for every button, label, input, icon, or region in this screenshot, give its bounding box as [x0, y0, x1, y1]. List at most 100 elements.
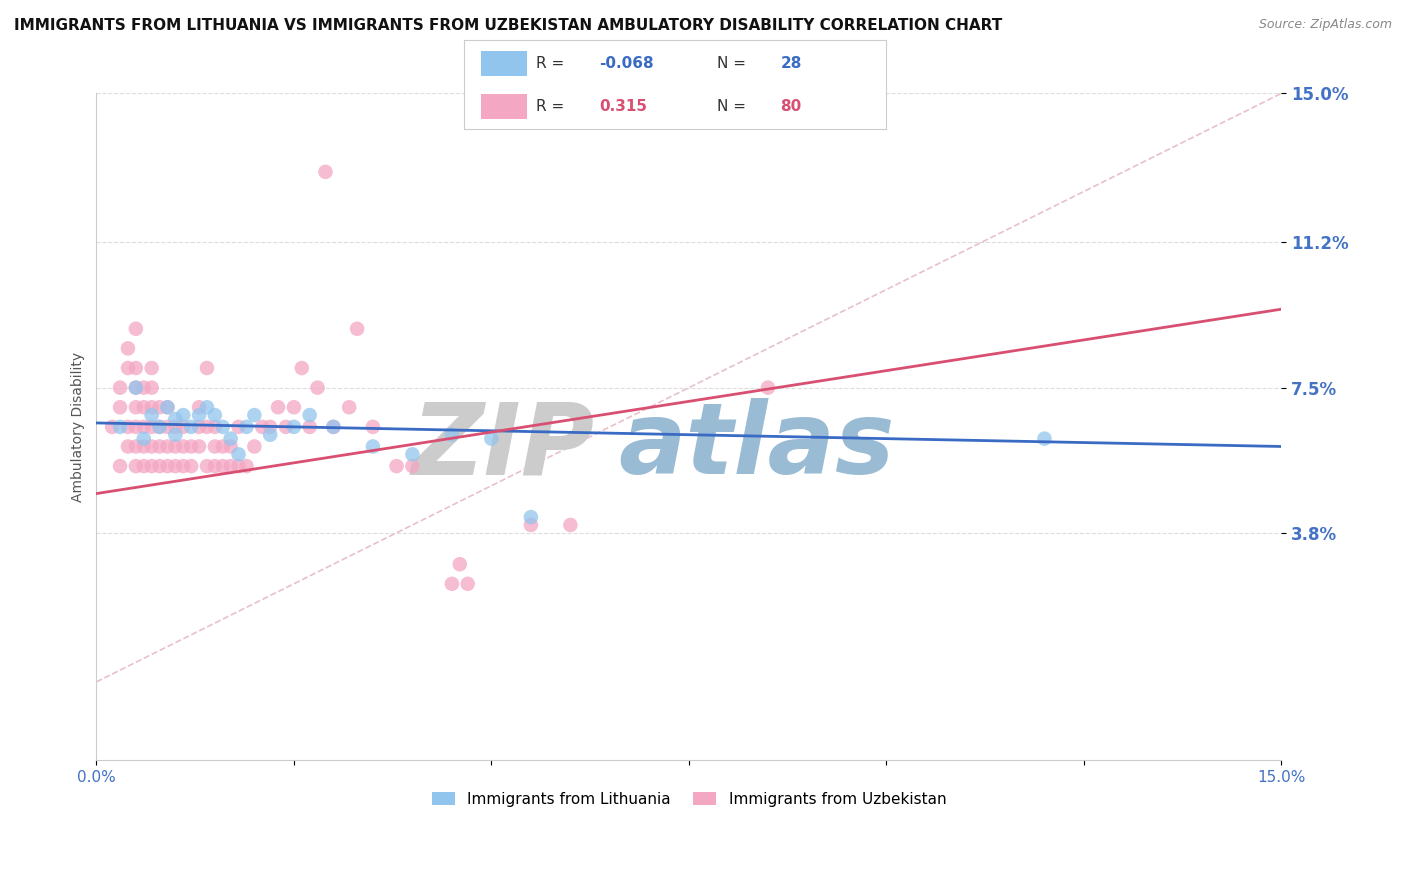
Point: [125, 459, 148, 474]
Point: [346, 322, 368, 336]
Point: [108, 420, 131, 434]
Point: [259, 420, 281, 434]
Point: [148, 420, 170, 434]
Point: [219, 459, 242, 474]
Point: [337, 401, 360, 415]
Text: 28: 28: [780, 56, 801, 70]
Point: [180, 459, 202, 474]
Point: [243, 440, 266, 454]
Point: [165, 440, 187, 454]
Point: [440, 577, 463, 591]
Point: [283, 401, 305, 415]
Point: [165, 420, 187, 434]
Point: [125, 322, 148, 336]
Point: [117, 342, 139, 356]
Point: [141, 440, 163, 454]
Point: [520, 510, 543, 524]
Point: [125, 361, 148, 376]
Point: [479, 432, 502, 446]
Point: [125, 420, 148, 434]
Point: [132, 420, 155, 434]
Point: [165, 427, 187, 442]
Point: [148, 401, 170, 415]
Text: Source: ZipAtlas.com: Source: ZipAtlas.com: [1258, 18, 1392, 31]
Point: [228, 459, 250, 474]
Point: [125, 381, 148, 395]
Legend: Immigrants from Lithuania, Immigrants from Uzbekistan: Immigrants from Lithuania, Immigrants fr…: [426, 786, 952, 813]
Point: [165, 459, 187, 474]
Point: [322, 420, 344, 434]
Point: [156, 459, 179, 474]
Point: [156, 401, 179, 415]
Point: [117, 361, 139, 376]
Point: [125, 401, 148, 415]
Point: [117, 420, 139, 434]
Point: [195, 401, 218, 415]
Point: [211, 459, 233, 474]
Point: [148, 440, 170, 454]
Point: [449, 558, 471, 572]
Point: [211, 440, 233, 454]
Point: [219, 440, 242, 454]
Point: [141, 361, 163, 376]
Point: [172, 459, 194, 474]
Point: [132, 381, 155, 395]
Point: [156, 440, 179, 454]
Point: [188, 420, 211, 434]
Point: [172, 408, 194, 422]
Text: N =: N =: [717, 56, 747, 70]
Point: [401, 459, 423, 474]
Text: -0.068: -0.068: [599, 56, 654, 70]
Point: [291, 361, 314, 376]
Point: [560, 518, 582, 533]
Point: [148, 459, 170, 474]
Point: [108, 401, 131, 415]
Point: [125, 381, 148, 395]
Point: [204, 408, 226, 422]
Text: atlas: atlas: [617, 399, 894, 495]
Point: [457, 577, 479, 591]
Point: [132, 401, 155, 415]
Point: [361, 440, 384, 454]
Y-axis label: Ambulatory Disability: Ambulatory Disability: [72, 351, 86, 502]
Point: [117, 440, 139, 454]
Point: [204, 459, 226, 474]
Text: IMMIGRANTS FROM LITHUANIA VS IMMIGRANTS FROM UZBEKISTAN AMBULATORY DISABILITY CO: IMMIGRANTS FROM LITHUANIA VS IMMIGRANTS …: [14, 18, 1002, 33]
Point: [172, 440, 194, 454]
Point: [228, 447, 250, 461]
Point: [141, 420, 163, 434]
Point: [267, 401, 290, 415]
Point: [204, 420, 226, 434]
Point: [188, 440, 211, 454]
Point: [219, 432, 242, 446]
Point: [141, 381, 163, 395]
Point: [141, 401, 163, 415]
FancyBboxPatch shape: [481, 94, 527, 119]
Point: [188, 408, 211, 422]
Point: [756, 381, 779, 395]
Point: [235, 420, 257, 434]
Point: [195, 420, 218, 434]
Point: [195, 459, 218, 474]
Point: [141, 459, 163, 474]
Point: [132, 440, 155, 454]
Point: [235, 459, 257, 474]
Point: [195, 361, 218, 376]
Text: N =: N =: [717, 99, 747, 113]
Point: [172, 420, 194, 434]
Point: [259, 427, 281, 442]
Point: [141, 408, 163, 422]
Point: [298, 420, 321, 434]
Point: [440, 427, 463, 442]
Point: [156, 401, 179, 415]
Point: [156, 420, 179, 434]
Text: R =: R =: [536, 56, 564, 70]
Point: [361, 420, 384, 434]
Point: [165, 412, 187, 426]
Point: [132, 459, 155, 474]
Point: [520, 518, 543, 533]
Point: [211, 420, 233, 434]
Point: [180, 440, 202, 454]
Point: [252, 420, 274, 434]
Point: [401, 447, 423, 461]
